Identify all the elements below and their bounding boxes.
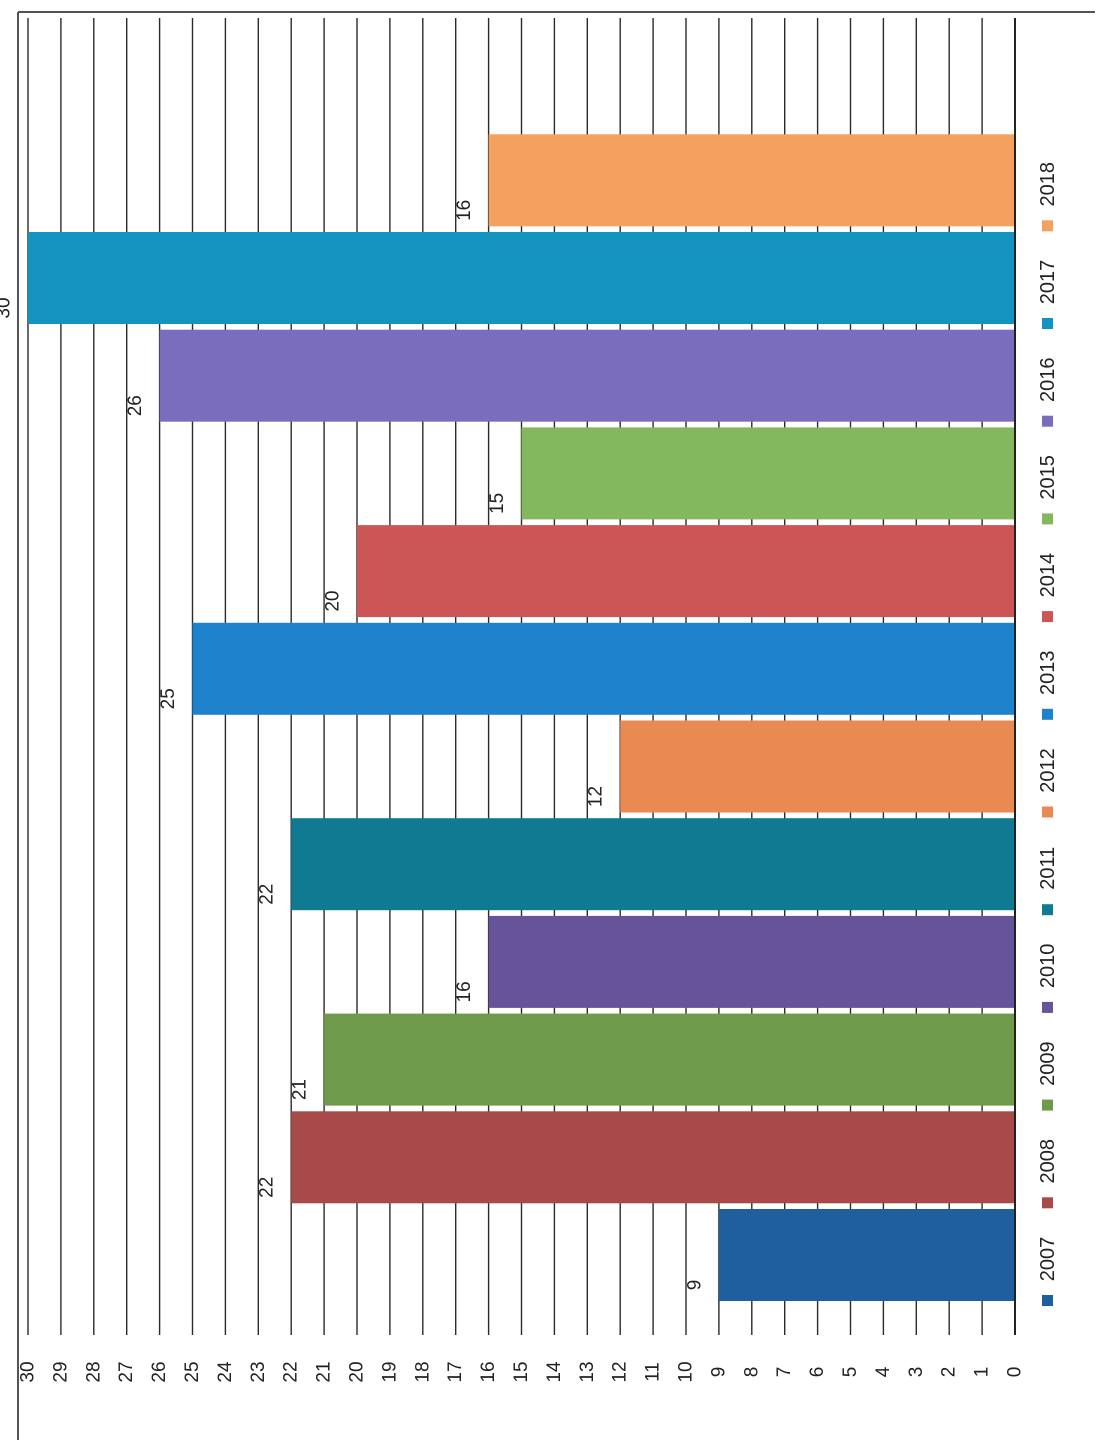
chart-frame [17, 11, 1095, 1440]
y-tick-label: 27 [116, 1361, 137, 1382]
data-label-2009: 21 [290, 1079, 311, 1100]
legend-swatch-2016 [1042, 415, 1053, 427]
bar-2016 [159, 329, 1016, 422]
y-tick-label: 6 [807, 1367, 828, 1378]
legend-swatch-2014 [1042, 611, 1053, 623]
legend-label-2009: 2009 [1037, 1041, 1059, 1086]
legend-label-2012: 2012 [1037, 748, 1059, 793]
bar-2017 [28, 232, 1015, 324]
bar-2015 [521, 427, 1015, 520]
bars [28, 134, 1016, 1301]
y-tick-label: 3 [906, 1367, 927, 1378]
bar-2009 [324, 1013, 1016, 1106]
bar-2011 [291, 818, 1015, 911]
y-tick-label: 16 [478, 1361, 499, 1382]
data-label-2015: 15 [487, 493, 508, 514]
legend-swatch-2018 [1042, 220, 1053, 232]
y-tick-label: 19 [379, 1361, 400, 1382]
y-tick-label: 7 [774, 1367, 795, 1378]
y-tick-label: 11 [643, 1362, 664, 1382]
bar-2010 [488, 915, 1016, 1008]
bar-2013 [192, 622, 1015, 715]
data-label-2018: 16 [454, 200, 475, 221]
data-label-2007: 9 [684, 1280, 705, 1291]
y-tick-label: 13 [577, 1361, 598, 1382]
legend-swatch-2007 [1042, 1295, 1053, 1306]
y-tick-label: 23 [248, 1361, 269, 1382]
legend-label-2010: 2010 [1037, 944, 1059, 989]
data-label-2011: 22 [257, 884, 278, 905]
legend-swatch-2010 [1042, 1001, 1053, 1013]
y-tick-label: 1 [972, 1367, 993, 1378]
bar-2014 [357, 525, 1015, 618]
legend-swatch-2013 [1042, 708, 1053, 720]
legend-label-2018: 2018 [1037, 162, 1059, 207]
y-tick-label: 0 [1005, 1367, 1026, 1378]
y-tick-label: 28 [83, 1361, 104, 1382]
y-tick-label: 20 [347, 1361, 368, 1382]
y-tick-label: 25 [182, 1361, 203, 1382]
legend-label-2013: 2013 [1037, 651, 1059, 696]
y-tick-label: 18 [412, 1361, 433, 1382]
data-label-2016: 26 [125, 395, 146, 416]
legend-label-2014: 2014 [1037, 553, 1059, 598]
y-tick-label: 2 [939, 1367, 960, 1378]
legend-label-2017: 2017 [1037, 260, 1059, 305]
legend-swatch-2008 [1042, 1197, 1053, 1209]
data-label-2010: 16 [454, 981, 475, 1002]
data-labels: 9 22 21 16 22 12 25 20 15 26 30 16 [0, 200, 705, 1291]
bar-2018 [488, 134, 1016, 227]
data-label-2014: 20 [323, 591, 344, 612]
legend-swatch-2011 [1042, 904, 1053, 916]
y-tick-label: 14 [544, 1361, 565, 1383]
legend-swatch-2009 [1042, 1099, 1053, 1111]
legend-swatch-2012 [1042, 806, 1053, 818]
y-tick-label: 30 [18, 1361, 39, 1382]
bar-2008 [291, 1111, 1015, 1204]
data-label-2017: 30 [0, 297, 15, 318]
y-tick-label: 12 [610, 1361, 631, 1382]
value-axis: 0123456789101112131415161718192021222324… [18, 18, 1026, 1383]
y-tick-label: 29 [50, 1361, 71, 1382]
bar-2007 [718, 1209, 1015, 1301]
legend-swatch-2017 [1042, 318, 1053, 329]
y-tick-label: 21 [314, 1361, 335, 1382]
y-tick-label: 15 [511, 1361, 532, 1382]
data-label-2012: 12 [586, 786, 607, 807]
y-tick-label: 4 [873, 1366, 894, 1377]
bar-2012 [620, 720, 1015, 813]
y-tick-label: 10 [676, 1361, 697, 1382]
legend-label-2007: 2007 [1037, 1237, 1059, 1282]
legend-label-2016: 2016 [1037, 357, 1059, 402]
legend-label-2015: 2015 [1037, 455, 1059, 500]
data-label-2008: 22 [257, 1177, 278, 1198]
y-tick-label: 8 [741, 1367, 762, 1378]
y-tick-label: 9 [708, 1367, 729, 1378]
data-label-2013: 25 [158, 688, 179, 709]
y-tick-label: 22 [281, 1361, 302, 1382]
y-tick-label: 17 [445, 1361, 466, 1382]
legend: 2007 2008 2009 2010 2011 2012 2013 2014 2015 2016… [1037, 162, 1059, 1306]
legend-swatch-2015 [1042, 513, 1053, 525]
y-tick-label: 5 [840, 1367, 861, 1378]
legend-label-2008: 2008 [1037, 1139, 1059, 1184]
y-tick-label: 26 [149, 1361, 170, 1382]
legend-label-2011: 2011 [1037, 847, 1059, 890]
y-tick-label: 24 [215, 1361, 236, 1383]
